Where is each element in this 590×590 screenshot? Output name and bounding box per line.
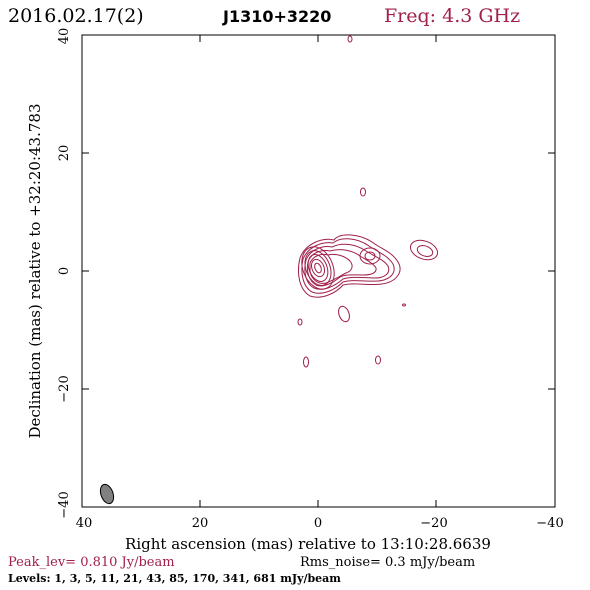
jet-knot-contour [364, 251, 376, 261]
contour-level-5 [304, 243, 390, 290]
rms-noise: Rms_noise= 0.3 mJy/beam [300, 555, 475, 570]
observation-date: 2016.02.17(2) [8, 5, 144, 27]
peak-level: Peak_lev= 0.810 Jy/beam [8, 555, 175, 570]
contour-levels: Levels: 1, 3, 5, 11, 21, 43, 85, 170, 34… [8, 572, 341, 585]
contour-level-3 [301, 238, 395, 294]
y-tick-label: 20 [57, 145, 72, 162]
contour-level-43 [301, 246, 335, 290]
isolated-contour [375, 355, 381, 365]
y-tick-label: −40 [57, 491, 72, 518]
x-axis-title: Right ascension (mas) relative to 13:10:… [125, 535, 491, 553]
x-tick-label: −40 [536, 516, 563, 531]
contour-level-681 [314, 262, 322, 274]
frequency-label: Freq: 4.3 GHz [384, 5, 520, 27]
isolated-contour [303, 356, 309, 368]
y-axis-title: Declination (mas) relative to +32:20:43.… [26, 103, 44, 438]
contour-level-11 [306, 249, 377, 287]
x-tick-label: 40 [76, 516, 93, 531]
axis-ticks [81, 35, 556, 507]
y-tick-label: 0 [57, 267, 72, 275]
contour-level-85 [304, 250, 332, 286]
isolated-contour [347, 35, 353, 43]
y-tick-label: −20 [57, 375, 72, 402]
eastern-blob-contour [409, 239, 439, 261]
isolated-contour [402, 303, 406, 307]
contour-level-21 [309, 253, 353, 284]
jet-knot-contour [359, 247, 381, 265]
isolated-contour [297, 318, 303, 326]
contour-level-1 [297, 234, 401, 298]
isolated-contour [338, 305, 350, 323]
contour-set [297, 35, 439, 368]
plot-frame [81, 34, 556, 508]
x-tick-label: 20 [192, 516, 209, 531]
y-tick-label: 40 [57, 28, 72, 45]
x-tick-label: 0 [314, 516, 322, 531]
beam-ellipse [99, 483, 115, 505]
eastern-blob-contour [416, 245, 434, 257]
contour-level-170 [307, 254, 329, 282]
contour-level-341 [310, 258, 326, 278]
source-name: J1310+3220 [222, 7, 331, 26]
x-tick-label: −20 [420, 516, 447, 531]
isolated-contour [360, 187, 366, 197]
